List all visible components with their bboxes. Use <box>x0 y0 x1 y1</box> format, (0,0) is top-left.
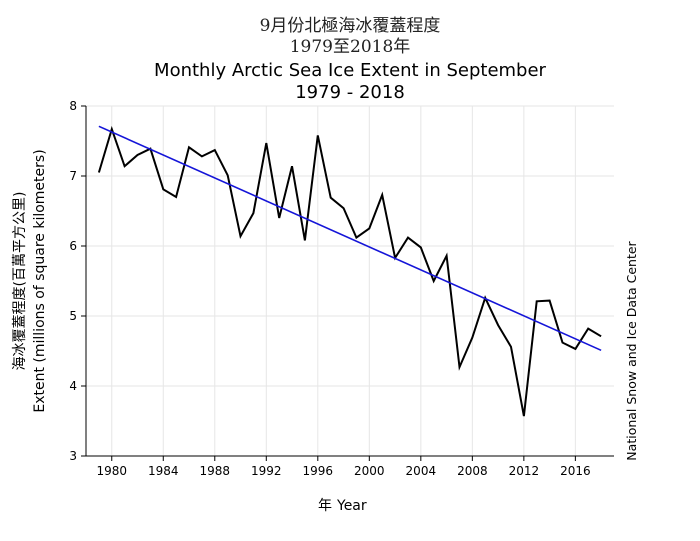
y-tick-label: 8 <box>69 99 77 113</box>
x-tick-label: 1984 <box>148 464 179 478</box>
axes <box>85 106 614 457</box>
x-tick-label: 2012 <box>509 464 540 478</box>
grid-lines <box>86 105 614 457</box>
y-tick-label: 4 <box>69 379 77 393</box>
series-layer <box>97 125 602 417</box>
x-tick-label: 2016 <box>560 464 591 478</box>
y-axis-label-zh: 海冰覆蓋程度(百萬平方公里) <box>12 192 28 371</box>
chart-title: Monthly Arctic Sea Ice Extent in Septemb… <box>154 60 547 81</box>
y-axis-label: Extent (millions of square kilometers) <box>32 149 48 412</box>
x-tick-labels: 1980 1984 1988 1992 1996 2000 2004 2008 2012 2016 <box>96 456 591 478</box>
x-tick-label: 2004 <box>406 464 437 478</box>
x-tick-label: 2000 <box>354 464 385 478</box>
data-line <box>97 125 602 417</box>
x-tick-label: 1980 <box>96 464 127 478</box>
x-tick-label: 1992 <box>251 464 282 478</box>
y-tick-label: 6 <box>69 239 77 253</box>
y-tick-labels: 3 4 5 6 7 8 <box>69 99 86 463</box>
y-tick-label: 5 <box>69 309 77 323</box>
x-tick-label: 1988 <box>200 464 231 478</box>
chart-subtitle: 1979 - 2018 <box>295 82 405 103</box>
y-tick-label: 7 <box>69 169 77 183</box>
x-axis-label: Year <box>336 498 367 514</box>
x-tick-label: 2008 <box>457 464 488 478</box>
x-tick-label: 1996 <box>303 464 334 478</box>
x-axis-label-zh: 年 <box>318 498 332 514</box>
source-credit: National Snow and Ice Data Center <box>624 240 639 460</box>
trend-line <box>98 125 602 352</box>
chart-title-zh-line1: 9月份北極海冰覆蓋程度 <box>260 16 441 36</box>
y-tick-label: 3 <box>69 449 77 463</box>
chart-title-zh-line2: 1979至2018年 <box>290 37 411 57</box>
